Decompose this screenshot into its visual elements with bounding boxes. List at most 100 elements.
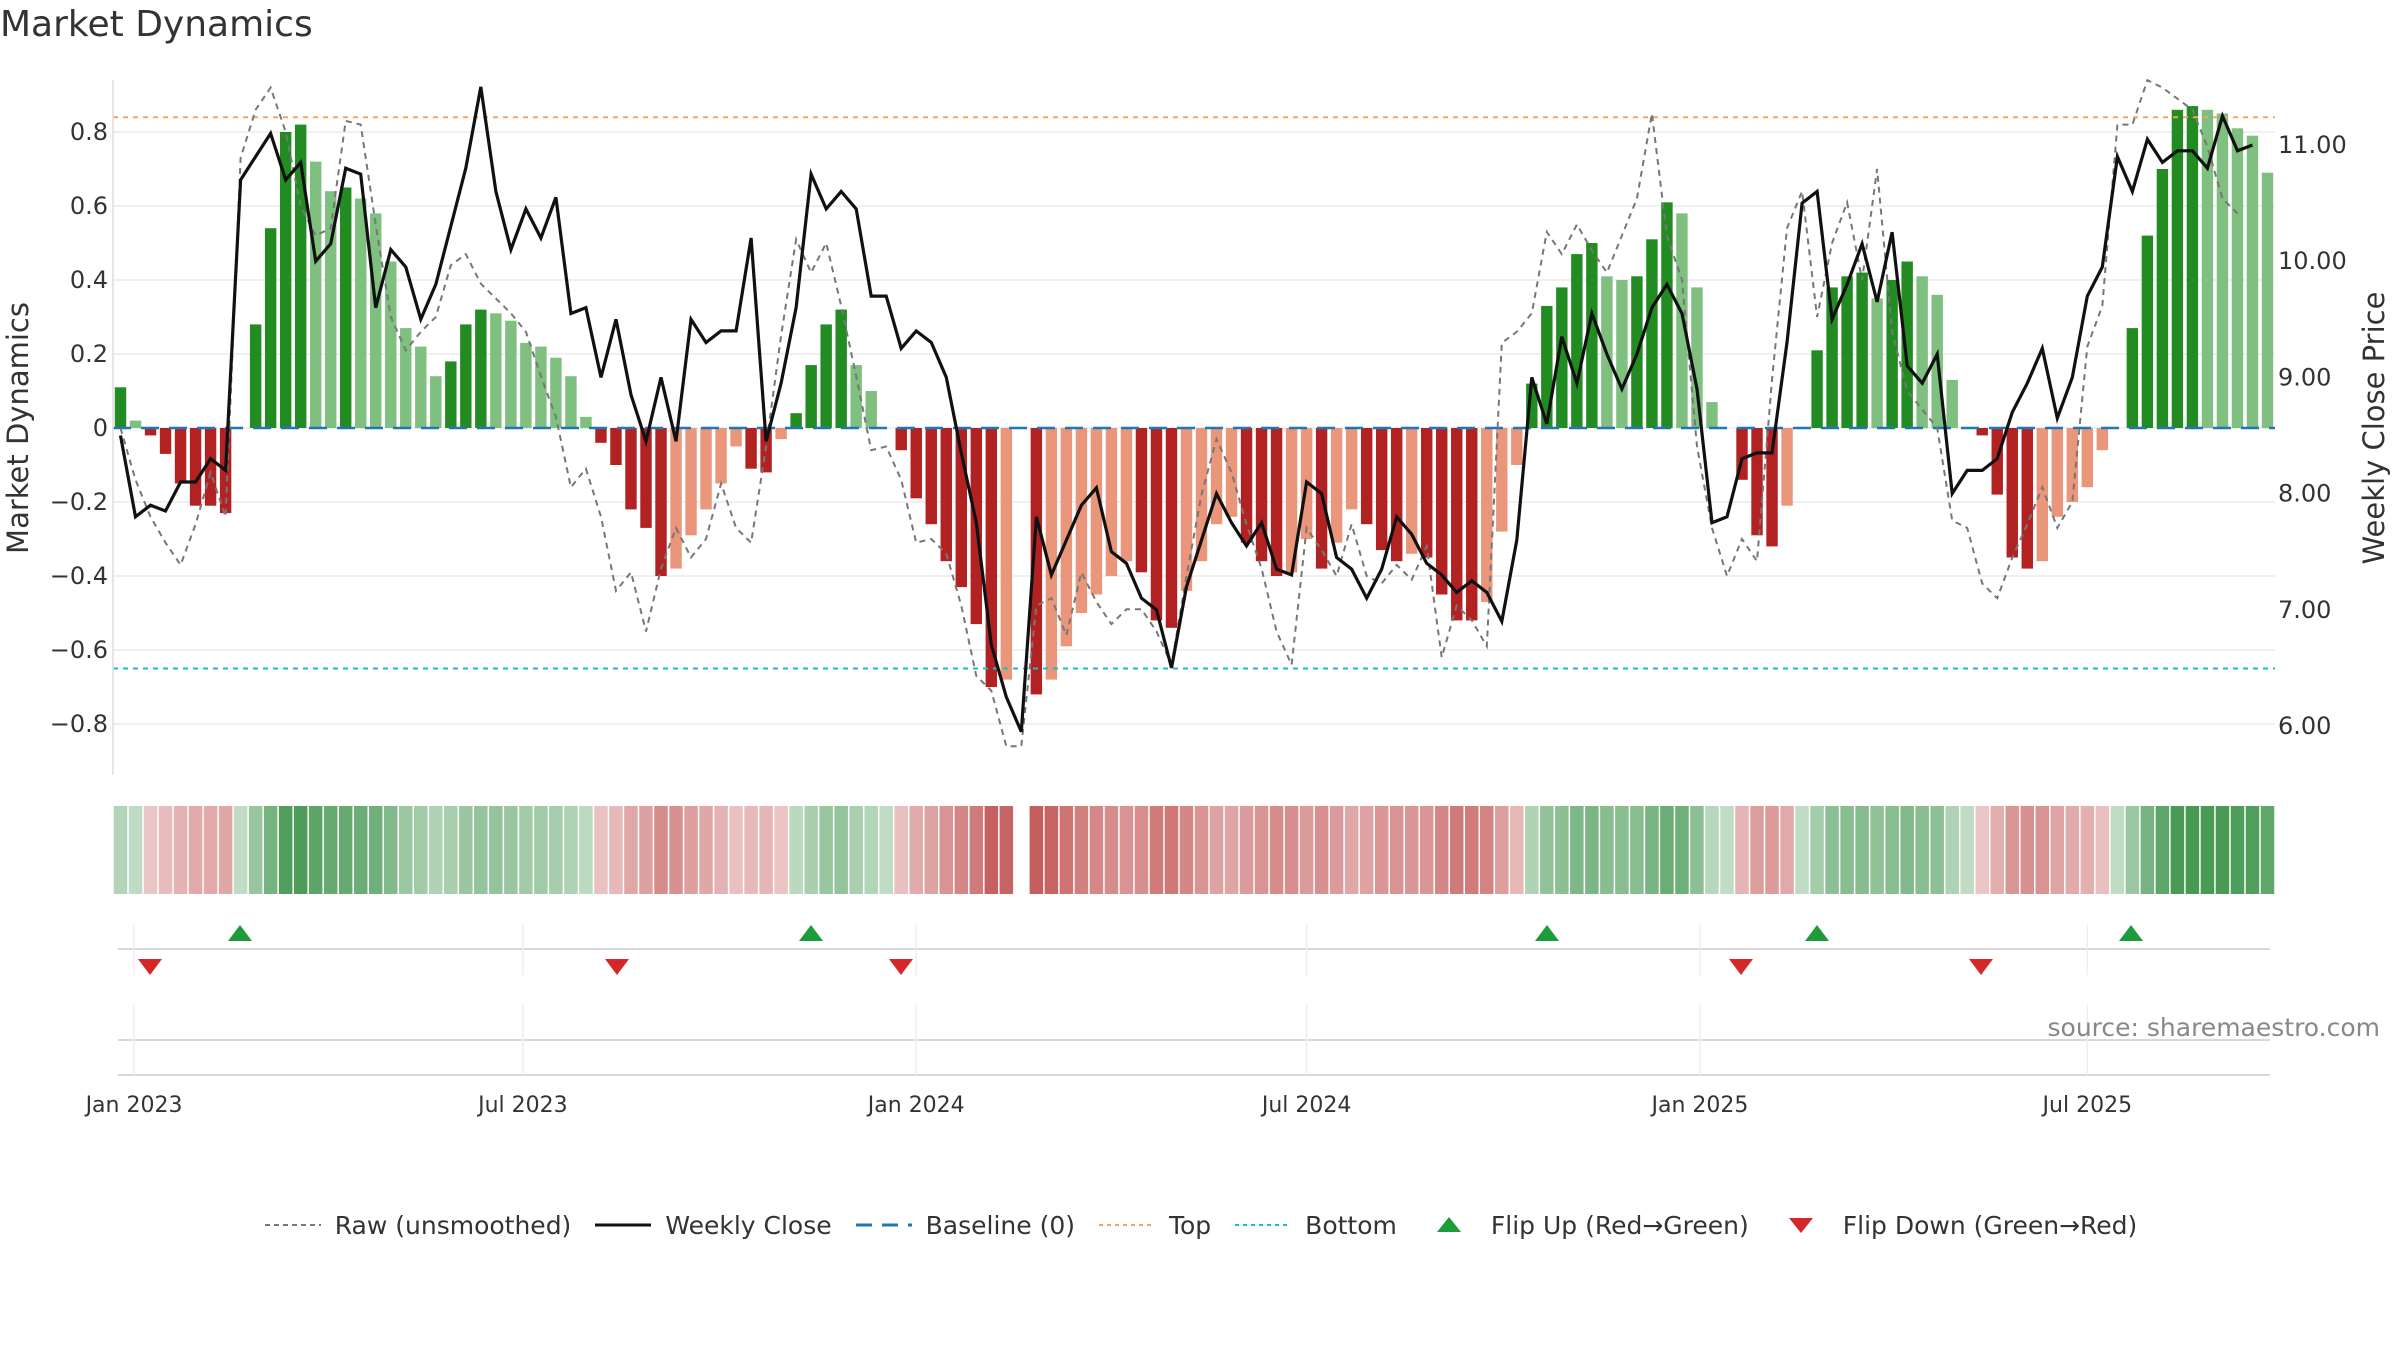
regime-cell	[2050, 806, 2065, 894]
bar	[294, 124, 307, 428]
bar	[1466, 428, 1478, 621]
bar	[1075, 428, 1088, 613]
bar	[114, 387, 127, 428]
regime-cell	[534, 806, 548, 894]
bar	[955, 428, 967, 588]
bar	[189, 428, 202, 506]
regime-cell	[1374, 806, 1389, 894]
legend-label: Weekly Close	[665, 1210, 832, 1240]
bar	[264, 228, 277, 428]
regime-cell	[1389, 806, 1404, 894]
legend-label: Flip Up (Red→Green)	[1490, 1210, 1749, 1240]
legend-label: Baseline (0)	[925, 1210, 1075, 1240]
regime-cell	[1570, 806, 1584, 894]
regime-cell	[1615, 806, 1629, 894]
regime-cell	[1194, 806, 1209, 894]
bar	[640, 428, 652, 528]
regime-cell	[939, 806, 954, 894]
regime-cell	[609, 806, 623, 894]
y2-tick-label: 9.00	[2278, 363, 2331, 391]
flip-up-marker	[799, 925, 823, 941]
regime-cell	[1104, 806, 1119, 894]
bar	[910, 428, 922, 499]
bar	[985, 428, 998, 687]
bar	[249, 324, 262, 428]
flip-up-marker	[1805, 925, 1829, 941]
y-tick-label: −0.6	[50, 636, 108, 664]
regime-cell	[1059, 806, 1074, 894]
legend: Raw (unsmoothed) Weekly Close Baseline (0)…	[0, 1200, 2400, 1250]
regime-cell	[248, 806, 263, 894]
regime-cell	[368, 806, 383, 894]
regime-cell	[999, 806, 1014, 894]
bar	[1375, 428, 1388, 551]
bar	[1646, 239, 1658, 428]
bar	[1691, 287, 1703, 428]
regime-cell	[969, 806, 984, 894]
bar	[775, 428, 787, 440]
bar	[1405, 428, 1418, 554]
x-tick-label: Jul 2023	[476, 1093, 568, 1118]
regime-cell	[128, 806, 143, 894]
bar	[2201, 109, 2214, 429]
regime-cell	[1359, 806, 1374, 894]
regime-cell	[173, 806, 188, 894]
regime-cell	[2005, 806, 2020, 894]
regime-cell	[414, 806, 428, 894]
legend-label: Top	[1168, 1210, 1212, 1240]
regime-cell	[323, 806, 338, 894]
bar	[1766, 428, 1778, 547]
regime-cell	[1585, 806, 1599, 894]
regime-cell	[2170, 806, 2185, 894]
bar	[1000, 428, 1013, 680]
bar	[1511, 428, 1523, 465]
bar	[625, 428, 637, 510]
regime-cell	[1945, 806, 1959, 894]
y-tick-label: 0	[93, 414, 108, 442]
bar	[1856, 272, 1868, 428]
bar	[2186, 106, 2199, 428]
regime-cell	[1480, 806, 1494, 894]
regime-cell	[564, 806, 578, 894]
source-credit: source: sharemaestro.com	[2047, 1013, 2381, 1042]
bar	[610, 428, 622, 465]
regime-cell	[879, 806, 893, 894]
y-tick-label: 0.4	[70, 266, 108, 294]
regime-cell	[1465, 806, 1479, 894]
bar	[1751, 428, 1763, 536]
regime-cell	[1960, 806, 1974, 894]
y-tick-label: −0.8	[50, 710, 108, 738]
regime-cell	[2020, 806, 2035, 894]
regime-cell	[894, 806, 908, 894]
regime-cell	[804, 806, 818, 894]
bar	[1541, 305, 1553, 428]
y2-tick-label: 10.00	[2278, 247, 2347, 275]
reference-lines	[113, 116, 2275, 670]
flip-down-marker	[605, 959, 629, 975]
bar	[1390, 428, 1403, 562]
bar	[820, 324, 832, 428]
flip-up-marker	[1535, 925, 1559, 941]
triangle-up-icon	[1436, 1217, 1461, 1232]
bar	[790, 413, 802, 428]
regime-cell	[263, 806, 278, 894]
axes: 0.8 0.6 0.4 0.2 0 −0.2 −0.4 −0.6 −0.8 11.00 10.00 9…	[1, 80, 2391, 1118]
bar	[1661, 202, 1673, 428]
bar	[1240, 428, 1253, 543]
flip-markers	[118, 925, 2270, 1076]
regime-cell	[669, 806, 683, 894]
bar	[1586, 243, 1598, 428]
bar	[940, 428, 952, 562]
legend-label: Bottom	[1305, 1210, 1397, 1240]
y-tick-label: 0.2	[70, 340, 108, 368]
bar	[1135, 428, 1148, 573]
chart-title: Market Dynamics	[0, 4, 313, 45]
bar	[144, 428, 157, 436]
bar	[1270, 428, 1283, 576]
bar	[1105, 428, 1118, 576]
regime-cell	[2245, 806, 2260, 894]
regime-cell	[1660, 806, 1674, 894]
bar	[550, 357, 562, 428]
regime-cell	[1675, 806, 1689, 894]
regime-cell	[984, 806, 999, 894]
